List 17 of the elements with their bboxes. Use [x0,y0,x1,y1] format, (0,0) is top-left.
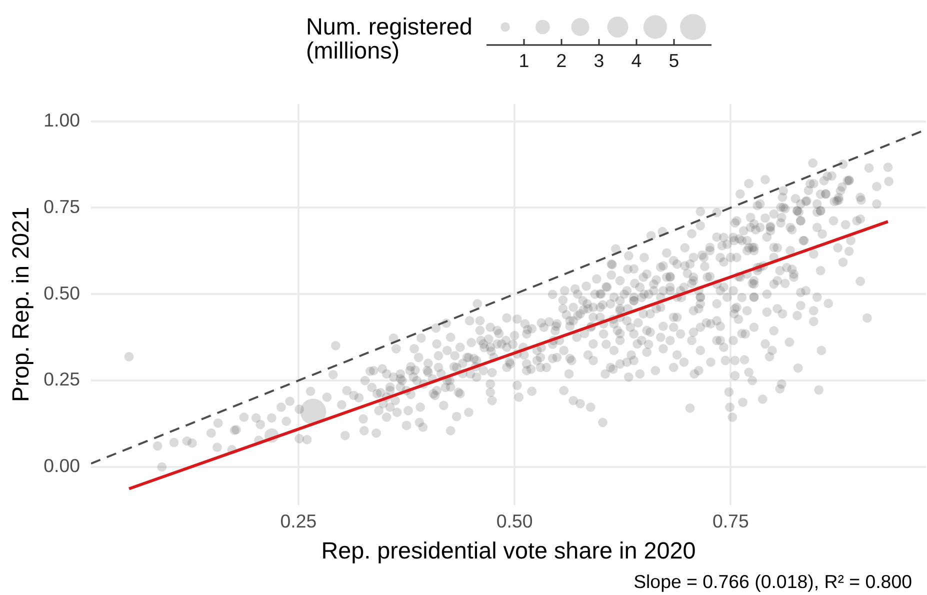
x-tick-label: 0.25 [280,510,317,532]
legend-label: 1 [518,50,530,72]
y-tick-label: 0.25 [44,368,80,390]
legend-label: 4 [631,50,642,72]
text: Slope = 0.766 (0.018), R² = 0.800 [634,571,912,592]
legend-label: 5 [668,50,680,72]
x-axis-title: Rep. presidential vote share in 2020 [321,537,696,564]
y-tick-label: 0.00 [44,455,80,476]
legend-label: 2 [556,50,567,72]
y-tick-label: 0.50 [44,282,80,304]
y-tick-label: 0.75 [44,196,80,217]
legend-label: 3 [594,50,604,72]
x-tick-label: 0.50 [496,510,533,532]
legend-title: Num. registered (millions) [306,13,472,64]
x-tick-label: 0.75 [712,510,749,532]
y-axis-title: Prop. Rep. in 2021 [7,206,34,402]
y-tick-label: 1.00 [44,109,80,130]
